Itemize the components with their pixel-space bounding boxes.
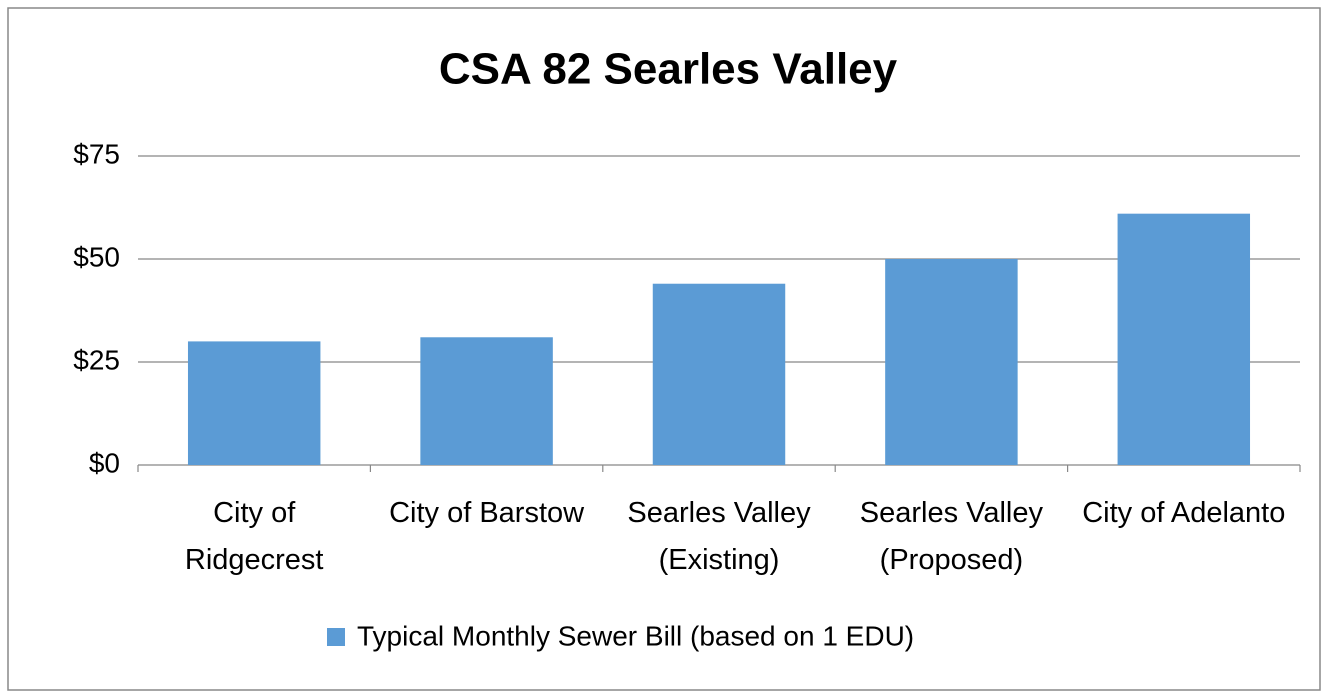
x-tick-label: Searles Valley (Existing): [627, 497, 811, 576]
bar: [420, 337, 553, 465]
x-tick-label: City of Adelanto: [1082, 497, 1286, 529]
chart-title: CSA 82 Searles Valley: [439, 45, 898, 94]
y-tick-label: $25: [73, 344, 120, 375]
bar: [1117, 213, 1251, 465]
y-tick-label: $50: [73, 241, 120, 272]
bar: [187, 341, 321, 465]
y-tick-label: $0: [89, 447, 120, 478]
x-tick-label: Searles Valley (Proposed): [859, 497, 1043, 576]
legend-swatch: [327, 628, 345, 646]
bar: [652, 283, 786, 465]
legend-label: Typical Monthly Sewer Bill (based on 1 E…: [357, 620, 914, 651]
x-tick-label: City of Barstow: [389, 497, 585, 529]
y-tick-label: $75: [73, 138, 120, 169]
x-tick-label: City of Ridgecrest: [184, 497, 324, 576]
bar: [885, 259, 1018, 465]
